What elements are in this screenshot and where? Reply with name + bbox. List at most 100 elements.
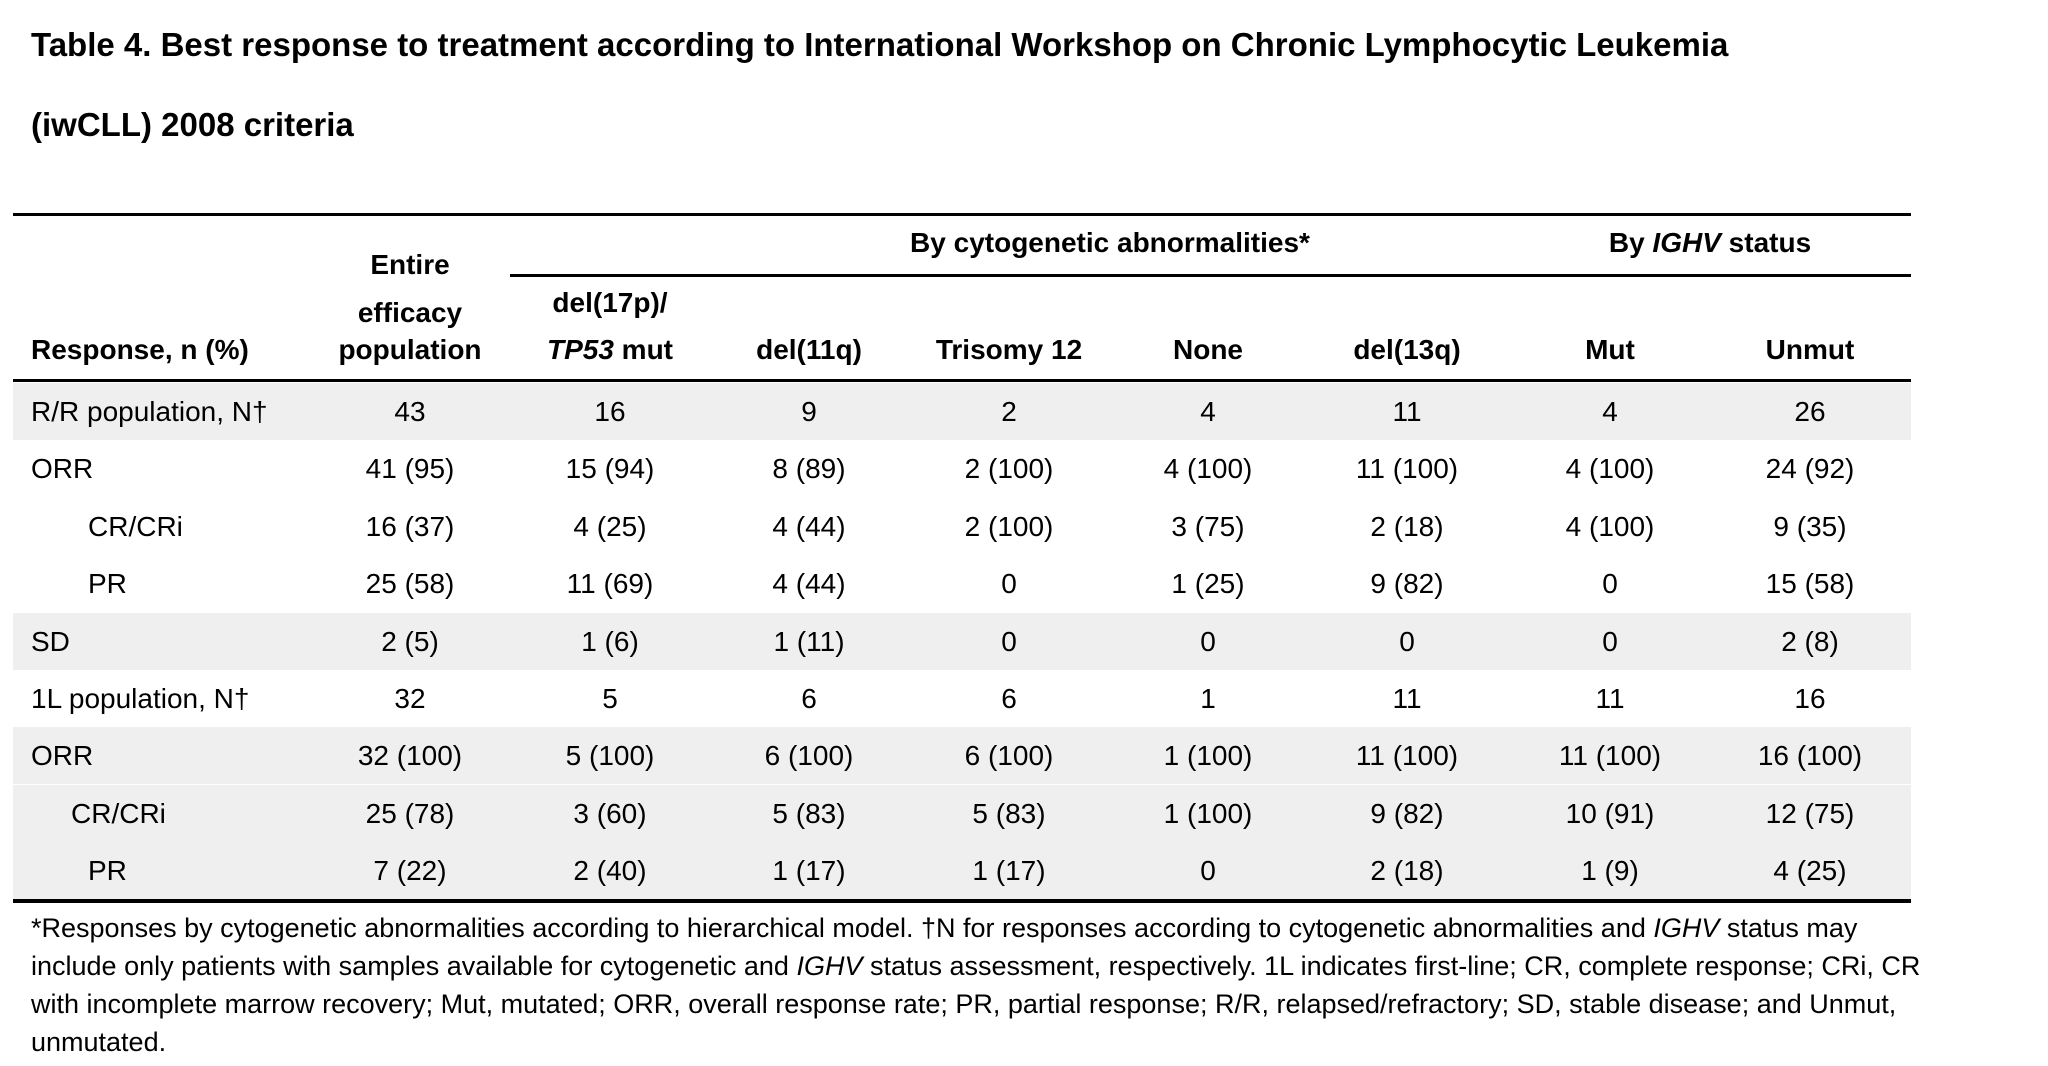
table-cell: 1 (25) xyxy=(1171,568,1245,600)
table-cell: 5 xyxy=(602,683,618,714)
table-cell: 15 (58) xyxy=(1765,568,1855,600)
table-cell: 16 (37) xyxy=(365,510,455,542)
table-cell: 4 xyxy=(1200,396,1216,427)
table-cell: 1 (17) xyxy=(972,855,1046,887)
table-cell: 25 (78) xyxy=(365,797,455,829)
table-row: CR/CRi 16 (37) 4 (25) 4 (44) 2 (100) 3 (75) 2 … xyxy=(13,498,1911,555)
table-cell: 1 xyxy=(1200,683,1216,714)
table-cell: 1 (9) xyxy=(1581,855,1639,887)
row-label: PR xyxy=(88,855,127,887)
table-cell: 4 (100) xyxy=(1565,453,1655,485)
table-cell: 4 (25) xyxy=(573,510,647,542)
table-cell: 11 (100) xyxy=(1355,453,1459,485)
table-cell: 16 xyxy=(1794,683,1826,714)
header-del11q: del(11q) xyxy=(756,334,862,365)
table-cell: 0 xyxy=(1200,625,1216,657)
table-footnote: *Responses by cytogenetic abnormalities … xyxy=(31,909,2041,1061)
table-cell: 0 xyxy=(1200,855,1216,887)
table-cell: 3 (75) xyxy=(1171,510,1245,542)
table-row: PR 25 (58) 11 (69) 4 (44) 0 1 (25) 9 (82) 0 15 (… xyxy=(13,555,1911,612)
table-cell: 11 xyxy=(1595,683,1625,714)
table-row: PR 7 (22) 2 (40) 1 (17) 1 (17) 0 2 (18) 1 (9) 4 … xyxy=(13,842,1911,900)
table-cell: 32 (100) xyxy=(357,740,463,772)
table-cell: 16 (100) xyxy=(1757,740,1863,772)
table-cell: 11 xyxy=(1392,683,1422,714)
table-cell: 15 (94) xyxy=(565,453,655,485)
table-cell: 1 (17) xyxy=(772,855,846,887)
table-cell: 4 (44) xyxy=(772,568,846,600)
row-label: 1L population, N† xyxy=(31,683,250,714)
table-bottom-rule xyxy=(13,899,1911,903)
table-row: R/R population, N† 43 16 9 2 4 11 4 26 xyxy=(13,383,1911,440)
header-group-ighv: By IGHV status xyxy=(1608,227,1812,258)
table-title-line-1: Table 4. Best response to treatment acco… xyxy=(31,26,1729,63)
table-cell: 12 (75) xyxy=(1765,797,1855,829)
header-bottom-rule xyxy=(13,379,1911,382)
table-cell: 2 (18) xyxy=(1370,510,1444,542)
table-cell: 16 xyxy=(594,396,626,427)
table-cell: 2 xyxy=(1001,396,1017,427)
table-cell: 4 (100) xyxy=(1163,453,1253,485)
header-trisomy12: Trisomy 12 xyxy=(935,334,1083,365)
table-cell: 26 xyxy=(1794,396,1826,427)
table-cell: 9 (82) xyxy=(1370,568,1444,600)
row-label: SD xyxy=(31,625,70,657)
table-cell: 2 (100) xyxy=(964,510,1054,542)
table-cell: 4 (100) xyxy=(1565,510,1655,542)
table-cell: 2 (18) xyxy=(1370,855,1444,887)
table-cell: 6 xyxy=(801,683,817,714)
table-cell: 6 xyxy=(1001,683,1017,714)
table-cell: 9 xyxy=(801,396,817,427)
header-unmut: Unmut xyxy=(1765,334,1855,365)
table-cell: 9 (35) xyxy=(1773,510,1847,542)
table-cell: 1 (100) xyxy=(1163,740,1253,772)
table-cell: 1 (11) xyxy=(773,625,845,657)
header-entire-line-1: Entire xyxy=(370,249,450,280)
table-cell: 11 (100) xyxy=(1355,740,1459,772)
table-cell: 6 (100) xyxy=(964,740,1054,772)
table-cell: 41 (95) xyxy=(365,453,455,485)
table-cell: 6 (100) xyxy=(764,740,854,772)
table-cell: 32 xyxy=(394,683,426,714)
table-cell: 4 xyxy=(1602,396,1618,427)
footnote-line-4: unmutated. xyxy=(31,1027,167,1057)
table-cell: 4 (25) xyxy=(1773,855,1847,887)
table-cell: 8 (89) xyxy=(772,453,846,485)
table-cell: 10 (91) xyxy=(1565,797,1655,829)
table-row: ORR 41 (95) 15 (94) 8 (89) 2 (100) 4 (100) 11 … xyxy=(13,440,1911,497)
table-cell: 0 xyxy=(1001,625,1017,657)
table-cell: 9 (82) xyxy=(1370,797,1444,829)
row-label: CR/CRi xyxy=(88,510,183,542)
footnote-line-1: *Responses by cytogenetic abnormalities … xyxy=(31,913,1858,943)
row-label: R/R population, N† xyxy=(31,396,268,427)
group-header-rule xyxy=(510,274,1911,277)
table-cell: 5 (100) xyxy=(565,740,655,772)
table-row: 1L population, N† 32 5 6 6 1 11 11 16 xyxy=(13,670,1911,727)
table-cell: 24 (92) xyxy=(1765,453,1855,485)
table-cell: 2 (100) xyxy=(964,453,1054,485)
table-cell: 11 (69) xyxy=(566,568,654,600)
table-cell: 1 (6) xyxy=(581,625,639,657)
table-title-line-2: (iwCLL) 2008 criteria xyxy=(31,106,354,143)
table-cell: 5 (83) xyxy=(972,797,1046,829)
table-cell: 3 (60) xyxy=(573,797,647,829)
table-row: ORR 32 (100) 5 (100) 6 (100) 6 (100) 1 (100) 1… xyxy=(13,727,1911,785)
table-top-rule xyxy=(13,213,1911,216)
header-response: Response, n (%) xyxy=(31,334,249,365)
header-mut: Mut xyxy=(1585,334,1635,365)
table-cell: 4 (44) xyxy=(772,510,846,542)
table-cell: 0 xyxy=(1602,568,1618,600)
header-del13q: del(13q) xyxy=(1353,334,1461,365)
table-cell: 0 xyxy=(1399,625,1415,657)
table-cell: 2 (5) xyxy=(381,625,439,657)
table-cell: 11 (100) xyxy=(1558,740,1662,772)
row-label: PR xyxy=(88,568,127,600)
table-row: CR/CRi 25 (78) 3 (60) 5 (83) 5 (83) 1 (100) 9 … xyxy=(13,784,1911,842)
table-cell: 2 (40) xyxy=(573,855,647,887)
table-cell: 0 xyxy=(1602,625,1618,657)
header-entire-line-3: population xyxy=(338,334,482,365)
footnote-line-2: include only patients with samples avail… xyxy=(31,951,1921,981)
table-cell: 1 (100) xyxy=(1163,797,1253,829)
header-none: None xyxy=(1173,334,1243,365)
table-row: SD 2 (5) 1 (6) 1 (11) 0 0 0 0 2 (8) xyxy=(13,612,1911,670)
